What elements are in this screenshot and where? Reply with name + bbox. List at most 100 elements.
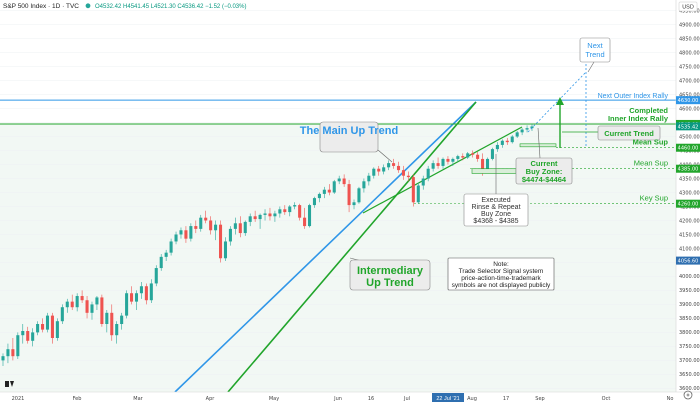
candle-body[interactable] [120,315,124,325]
current-buy-zone-callout[interactable]: Current Buy Zone: $4474-$4464 [515,127,573,185]
candle-body[interactable] [115,324,119,336]
candle-body[interactable] [179,230,183,235]
candle-body[interactable] [60,307,64,322]
candle-body[interactable] [278,209,282,214]
candle-body[interactable] [421,178,425,186]
candle-body[interactable] [154,268,158,284]
candle-body[interactable] [65,301,69,308]
candle-body[interactable] [1,356,5,361]
candle-body[interactable] [130,293,134,302]
candle-body[interactable] [392,163,396,166]
candle-body[interactable] [273,213,277,217]
candle-body[interactable] [189,226,193,239]
executed-buy-zone-box[interactable] [471,168,517,174]
candle-body[interactable] [327,189,331,193]
candle-body[interactable] [31,332,35,341]
candle-body[interactable] [149,283,153,301]
candle-body[interactable] [367,175,371,182]
candle-body[interactable] [431,163,435,169]
candle-body[interactable] [219,224,223,259]
candle-body[interactable] [505,140,509,143]
candle-body[interactable] [312,198,316,206]
candle-body[interactable] [307,205,312,227]
note-box[interactable]: Note: Trade Selector Signal system price… [447,257,555,291]
candle-body[interactable] [80,296,84,301]
candle-body[interactable] [283,209,287,213]
candle-body[interactable] [293,205,297,207]
candle-body[interactable] [139,286,143,294]
current-buy-zone-box[interactable] [519,143,557,148]
candle-body[interactable] [169,241,173,253]
candle-body[interactable] [495,144,499,150]
candle-body[interactable] [481,158,485,172]
candle-body[interactable] [134,293,139,302]
candle-body[interactable] [357,188,361,203]
candle-body[interactable] [530,126,534,129]
candle-body[interactable] [406,175,410,178]
candle-body[interactable] [174,234,178,242]
candle-body[interactable] [263,213,267,215]
candle-body[interactable] [214,224,218,231]
candle-body[interactable] [362,181,366,189]
candle-body[interactable] [396,165,401,171]
candle-body[interactable] [441,158,445,166]
candle-body[interactable] [322,189,326,194]
candle-body[interactable] [184,230,188,239]
candle-body[interactable] [461,156,465,158]
candle-body[interactable] [372,168,376,176]
main-trend-callout[interactable]: The Main Up Trend [300,121,398,163]
candle-body[interactable] [347,184,351,206]
candle-body[interactable] [243,221,247,234]
candle-body[interactable] [485,158,490,172]
candle-body[interactable] [95,297,99,305]
current-trend-callout[interactable]: Current Trend [597,125,661,141]
candle-body[interactable] [125,293,129,316]
candle-body[interactable] [11,349,15,357]
candle-body[interactable] [75,296,79,308]
candle-body[interactable] [436,163,440,166]
candle-body[interactable] [520,129,524,133]
candle-body[interactable] [36,324,40,333]
candle-body[interactable] [253,216,257,220]
candle-body[interactable] [223,241,228,259]
candle-body[interactable] [268,213,272,217]
intermediary-trend-line[interactable] [227,101,477,393]
main-trend-line[interactable] [174,101,477,393]
candle-body[interactable] [194,226,198,229]
candle-body[interactable] [110,312,114,336]
executed-zone-callout[interactable]: Executed Rinse & Repeat Buy Zone $4368 -… [463,154,529,227]
candle-body[interactable] [510,136,514,143]
candle-body[interactable] [21,331,25,336]
candle-body[interactable] [387,163,391,168]
candle-body[interactable] [90,304,94,313]
candle-body[interactable] [317,193,321,199]
candle-body[interactable] [41,324,45,330]
candle-body[interactable] [105,312,109,325]
candle-body[interactable] [248,216,252,222]
candle-body[interactable] [258,214,262,220]
candle-body[interactable] [100,297,104,325]
candle-body[interactable] [451,158,455,162]
candle-body[interactable] [238,223,242,234]
candle-body[interactable] [209,220,213,231]
currency-badge[interactable] [678,1,698,12]
candle-body[interactable] [50,315,54,338]
candle-body[interactable] [525,128,529,130]
candle-body[interactable] [288,206,292,213]
candle-body[interactable] [476,154,480,159]
candle-body[interactable] [500,140,504,145]
candle-body[interactable] [426,168,430,179]
candle-body[interactable] [204,217,208,221]
candle-body[interactable] [332,181,336,193]
intermediary-trend-callout[interactable]: Intermediary Up Trend [349,257,431,291]
time-axis[interactable] [0,392,700,404]
candle-body[interactable] [45,315,50,330]
candle-body[interactable] [471,153,475,155]
candle-body[interactable] [411,177,415,203]
candle-body[interactable] [382,167,386,172]
candle-body[interactable] [199,217,203,229]
candle-body[interactable] [456,156,460,159]
candle-body[interactable] [70,301,74,308]
candle-body[interactable] [164,252,168,257]
